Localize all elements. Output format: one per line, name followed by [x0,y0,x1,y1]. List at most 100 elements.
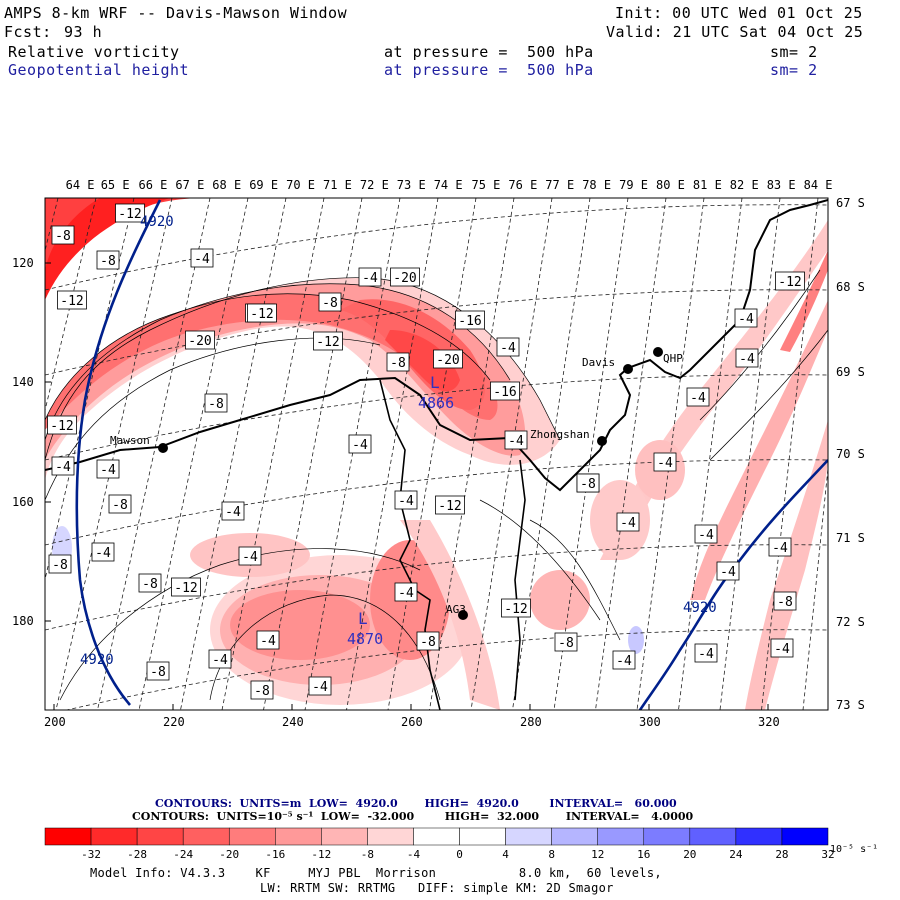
vort-label-box [612,650,636,670]
colorbar-swatch [367,827,414,846]
y-tick-label: 140 [12,375,34,389]
station-label-mawson: Mawson [110,434,150,447]
colorbar-unit: 10⁻⁵ s⁻¹ [830,844,878,855]
vort-label: -4 [500,341,516,356]
lon-label: 69 E [249,178,278,192]
vort-label: -20 [188,334,211,349]
station-dot-ag3[interactable] [458,610,468,620]
vort-label-box [238,546,262,566]
lon-label: 77 E [545,178,574,192]
vort-label: -8 [420,635,436,650]
lon-label: 79 E [619,178,648,192]
init-time: Init: 00 UTC Wed 01 Oct 25 [615,4,863,22]
axis-labels: 64 E 65 E 66 E 67 E 68 E 69 E 70 E 71 E 72 E 73 E… [12,178,865,729]
vort-label: -16 [493,385,516,400]
colorbar-swatch [781,827,829,846]
vort-label: -8 [55,229,71,244]
vort-label-box [348,434,372,454]
vort-label: -8 [208,397,224,412]
colorbar-swatch [228,827,276,846]
vort-label: -20 [393,271,416,286]
vort-label: -12 [250,307,273,322]
vort-label-box [770,638,794,658]
vort-label-box [768,537,792,557]
colorbar: -32 -28 -24 -20 -16 -12 -8 -4 0 4 8 12 16 20 24 28 3210⁻… [44,827,878,861]
vort-label-box [686,387,710,407]
lat-label: 70 S [836,447,865,461]
vort-label-box [435,495,465,515]
colorbar-label: 32 [821,848,834,861]
vort-label-box [115,203,145,223]
station-dot-qhp[interactable] [653,347,663,357]
colorbar-label: -16 [265,848,285,861]
station-dot-zhongshan[interactable] [597,436,607,446]
vort-label: -4 [100,463,116,478]
vort-label: -4 [738,312,754,327]
vort-label-box [138,573,162,593]
vort-label: -4 [690,391,706,406]
colorbar-swatch [597,827,645,846]
colorbar-swatch [182,827,230,846]
vort-label-box [576,473,600,493]
vort-label: -12 [118,207,141,222]
vort-label-box [735,348,759,368]
vort-label: -12 [60,294,83,309]
vort-label-box [51,456,75,476]
contours-vorticity-info: CONTOURS: UNITS=10⁻⁵ s⁻¹ LOW= -32.000 HI… [132,810,694,823]
vort-label: -4 [242,550,258,565]
vort-label: -4 [774,642,790,657]
colorbar-label: 12 [591,848,604,861]
model-info: Model Info: V4.3.3 KF MYJ PBL Morrison 8… [90,866,662,880]
colorbar-label: 28 [775,848,788,861]
x-tick-label: 220 [163,715,185,729]
vort-label-box [91,542,115,562]
field2-level: at pressure = 500 hPa [384,61,594,79]
height-label-west: 4920 [80,652,114,668]
colorbar-swatch [275,827,322,846]
colorbar-label: 20 [683,848,696,861]
contours-height-info: CONTOURS: UNITS=m LOW= 4920.0 HIGH= 4920… [155,797,677,810]
colorbar-label: -4 [407,848,421,861]
colorbar-swatch [551,827,598,846]
vort-label-box [308,676,332,696]
station-dot-davis[interactable] [623,364,633,374]
vort-label-box [51,225,75,245]
vort-label: -12 [438,499,461,514]
vort-label: -8 [580,477,596,492]
lon-label: 82 E [730,178,759,192]
vort-label-box [616,512,640,532]
vort-label: -12 [316,335,339,350]
vort-label-box [204,393,228,413]
field1-level: at pressure = 500 hPa [384,43,594,61]
vort-label-box [250,680,274,700]
station-dot-mawson[interactable] [158,443,168,453]
lon-label: 81 E [693,178,722,192]
vort-label: -4 [362,271,378,286]
lon-label: 71 E [323,178,352,192]
vort-label-box [694,643,718,663]
vort-label: -4 [398,494,414,509]
vort-label-box [57,290,87,310]
vort-label-box [256,630,280,650]
vort-label-box [386,352,410,372]
vort-label-box [773,591,797,611]
vort-label-box [455,310,485,330]
vort-label: -4 [620,516,636,531]
x-tick-label: 240 [282,715,304,729]
vort-label-box [694,524,718,544]
vort-label: -4 [698,528,714,543]
colorbar-label: -32 [81,848,101,861]
vort-label: -8 [150,665,166,680]
vort-label: -8 [142,577,158,592]
colorbar-label: -20 [219,848,239,861]
low-symbol-south: L [358,609,368,628]
vort-label-box [496,337,520,357]
vort-label: -12 [778,275,801,290]
colorbar-label: 4 [502,848,509,861]
vorticity-labels: -8 -12 -8 -4 -12 -20 -16 -8 -4 -20 -12 -8 -12 -20 -4 -1… [47,203,805,700]
colorbar-swatch [413,827,460,846]
vort-label: -12 [504,602,527,617]
vort-label: -8 [777,595,793,610]
station-label-zhongshan: Zhongshan [530,428,590,441]
